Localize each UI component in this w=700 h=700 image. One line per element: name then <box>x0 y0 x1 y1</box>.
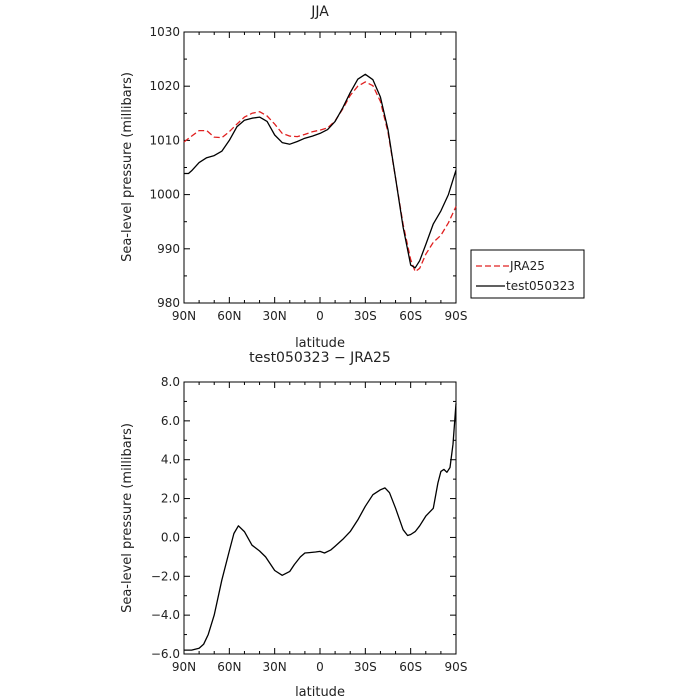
x-tick-label: 60S <box>399 309 422 323</box>
legend-box <box>470 249 585 299</box>
x-tick-label: 90S <box>445 309 468 323</box>
y-tick-label: 6.0 <box>161 414 180 428</box>
series-group <box>183 73 457 273</box>
chart-title: test050323 − JRA25 <box>249 350 391 366</box>
x-tick-label: 60N <box>217 309 241 323</box>
legend-label-test050323: test050323 <box>506 279 575 293</box>
x-tick-label: 30N <box>263 309 287 323</box>
top-panel: JJA 90N 60N 30N 0 30S 60S 90S 980 990 1000 1010 102… <box>120 4 467 351</box>
y-tick-label: −6.0 <box>151 647 180 661</box>
y-tick-label: 1030 <box>149 25 180 39</box>
y-tick-label: 4.0 <box>161 453 180 467</box>
x-tick-label: 0 <box>316 660 324 674</box>
x-tick-label: 30S <box>354 309 377 323</box>
x-tick-label: 60N <box>217 660 241 674</box>
y-tick-label: 1010 <box>149 133 180 147</box>
x-axis-label: latitude <box>295 336 345 351</box>
tick-group: 90N 60N 30N 0 30S 60S 90S 980 990 1000 1010 1020 103… <box>149 25 467 323</box>
x-tick-label: 0 <box>316 309 324 323</box>
x-tick-label: 30S <box>354 660 377 674</box>
bottom-panel: test050323 − JRA25 90N 60N 30N 0 30S 60S 90S −6… <box>120 350 467 700</box>
x-tick-label: 60S <box>399 660 422 674</box>
y-tick-label: 1000 <box>149 188 180 202</box>
series-line-test050323 <box>184 73 457 269</box>
legend: JRA25 test050323 <box>470 249 585 299</box>
plot-frame <box>183 31 457 304</box>
y-tick-label: 1020 <box>149 79 180 93</box>
x-tick-label: 90S <box>445 660 468 674</box>
y-axis-label: Sea-level pressure (millibars) <box>120 423 135 613</box>
y-tick-label: 990 <box>157 242 180 256</box>
plot-frame <box>183 381 457 655</box>
y-tick-label: −2.0 <box>151 569 180 583</box>
series-group <box>184 403 457 651</box>
y-axis-label: Sea-level pressure (millibars) <box>120 72 135 262</box>
x-axis-label: latitude <box>295 685 345 700</box>
series-line-difference <box>184 403 457 651</box>
y-tick-label: 8.0 <box>161 375 180 389</box>
y-tick-label: 980 <box>157 296 180 310</box>
chart-title: JJA <box>310 4 329 20</box>
x-tick-label: 90N <box>172 309 196 323</box>
legend-label-jra25: JRA25 <box>509 259 545 273</box>
y-tick-label: −4.0 <box>151 608 180 622</box>
x-tick-label: 90N <box>172 660 196 674</box>
series-line-jra25 <box>183 81 457 273</box>
tick-group: 90N 60N 30N 0 30S 60S 90S −6.0 −4.0 −2.0 0.0 2.0 4.0… <box>151 375 468 674</box>
y-tick-label: 2.0 <box>161 492 180 506</box>
x-tick-label: 30N <box>263 660 287 674</box>
y-tick-label: 0.0 <box>161 530 180 544</box>
